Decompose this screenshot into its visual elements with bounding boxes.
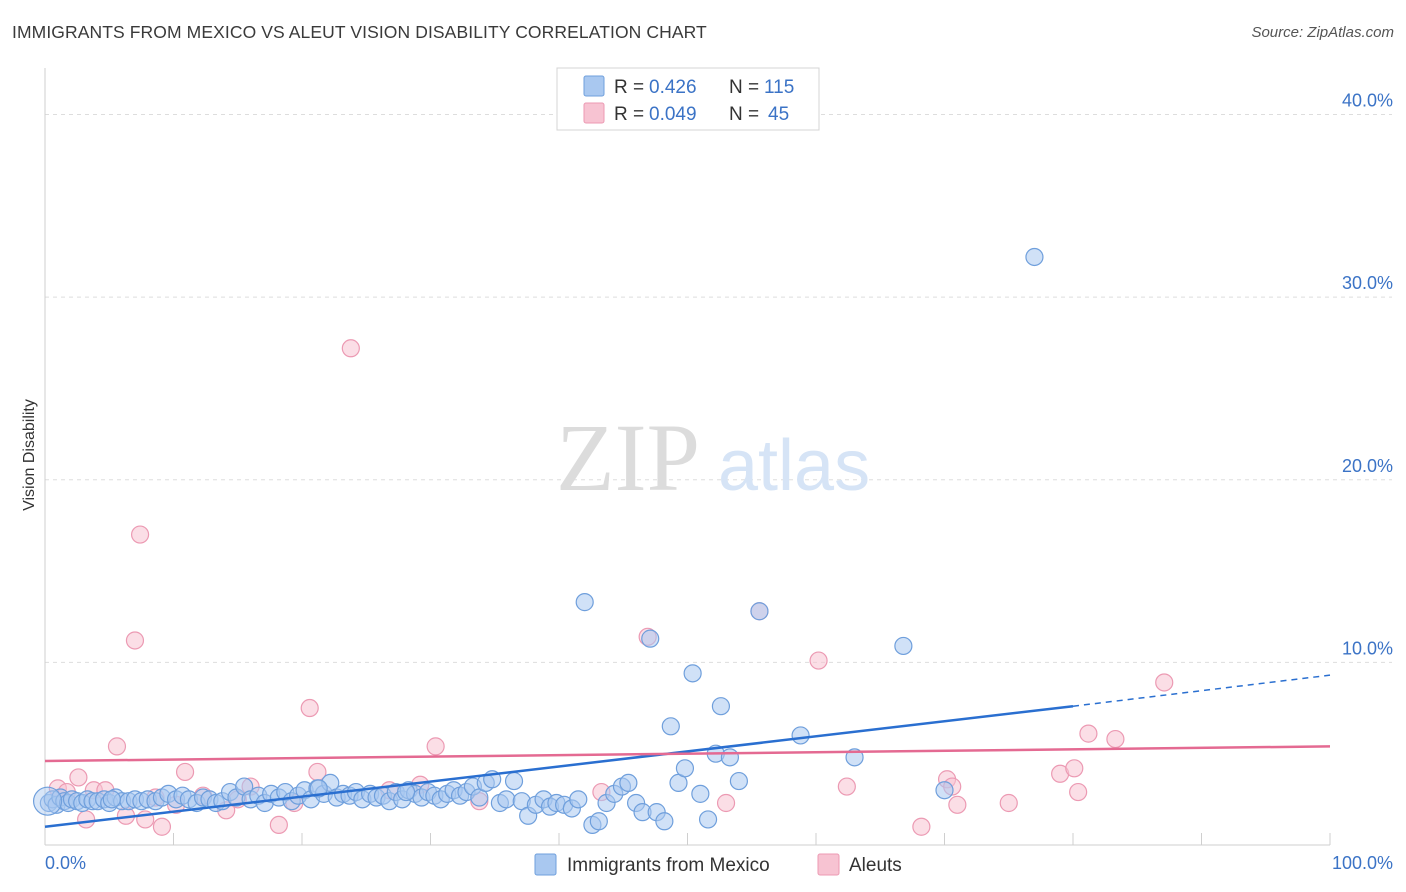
data-point-aleuts (716, 793, 736, 813)
data-point-aleuts (1106, 729, 1125, 749)
data-point-mexico (750, 602, 769, 621)
watermark-zip: ZIP (556, 404, 700, 511)
legend-n-label-aleuts: N = (729, 104, 759, 125)
data-point-aleuts (912, 817, 931, 836)
data-point-mexico (641, 629, 660, 648)
data-point-mexico (698, 810, 718, 829)
legend-swatch-mexico (583, 75, 605, 97)
y-tick-label: 40.0% (1342, 91, 1393, 111)
data-point-mexico (1025, 247, 1044, 267)
data-point-aleuts (1065, 759, 1084, 778)
data-point-aleuts (130, 525, 150, 544)
legend-r-value-aleuts: 0.049 (649, 104, 697, 125)
data-point-mexico (619, 773, 638, 793)
data-point-aleuts (125, 631, 145, 650)
legend-n-value-aleuts: 45 (768, 104, 789, 125)
legend-bottom-swatch-mexico (534, 853, 557, 876)
data-point-aleuts (77, 810, 96, 829)
watermark-atlas: atlas (718, 426, 870, 506)
trendline-mexico-extension (1072, 674, 1331, 707)
data-point-aleuts (837, 777, 856, 796)
legend-r-value-mexico: 0.426 (649, 77, 697, 98)
data-point-mexico (309, 779, 328, 798)
legend-top: R = 0.426 N = 115 R = 0.049 N = 45 (556, 67, 820, 131)
data-point-aleuts (107, 737, 127, 756)
data-point-mexico (497, 790, 516, 809)
data-point-aleuts (69, 768, 88, 787)
data-point-mexico (32, 786, 63, 816)
data-point-mexico (102, 790, 121, 809)
data-point-mexico (504, 771, 524, 791)
data-point-mexico (894, 636, 913, 656)
data-point-aleuts (300, 698, 319, 718)
source-label: Source: ZipAtlas.com (1251, 24, 1394, 41)
y-tick-label: 30.0% (1342, 273, 1393, 293)
data-point-aleuts (1079, 724, 1098, 743)
legend-n-value-mexico: 115 (764, 77, 794, 98)
data-point-aleuts (1155, 673, 1174, 692)
data-point-mexico (683, 664, 702, 683)
data-point-aleuts (1069, 782, 1088, 802)
data-point-mexico (589, 812, 608, 831)
y-tick-labels: 10.0% 20.0% 30.0% 40.0% (1342, 91, 1393, 659)
y-tick-label: 10.0% (1342, 638, 1393, 658)
data-point-mexico (655, 812, 674, 831)
data-point-aleuts (809, 651, 828, 670)
data-point-aleuts (426, 737, 445, 756)
x-tick-label: 100.0% (1332, 853, 1393, 873)
data-point-mexico (729, 771, 749, 791)
data-point-mexico (791, 726, 810, 745)
trendlines (44, 674, 1331, 828)
data-point-aleuts (948, 795, 967, 814)
data-point-mexico (675, 759, 695, 778)
legend-bottom: Immigrants from Mexico Aleuts (534, 853, 902, 876)
data-point-mexico (711, 697, 731, 716)
data-point-aleuts (269, 815, 288, 835)
zipatlas-watermark: ZIP atlas (556, 404, 870, 511)
trendline-aleuts (44, 745, 1331, 763)
data-point-mexico (569, 790, 588, 809)
legend-r-label-aleuts: R = (614, 104, 644, 125)
x-tick-labels: 0.0% 100.0% (45, 853, 1393, 873)
trendline-mexico (44, 704, 1074, 828)
gridlines (45, 114, 1392, 663)
data-point-aleuts (152, 817, 172, 836)
chart-title: IMMIGRANTS FROM MEXICO VS ALEUT VISION D… (12, 22, 707, 42)
axes (44, 68, 1331, 846)
x-tick-label: 0.0% (45, 853, 86, 873)
legend-r-label-mexico: R = (614, 77, 644, 98)
legend-n-label-mexico: N = (729, 77, 759, 98)
data-point-mexico (575, 593, 594, 612)
data-point-mexico (720, 748, 740, 767)
legend-swatch-aleuts (583, 102, 605, 124)
y-tick-label: 20.0% (1342, 456, 1393, 476)
legend-bottom-swatch-aleuts (817, 853, 840, 876)
legend-bottom-label-mexico: Immigrants from Mexico (567, 855, 770, 876)
data-point-aleuts (175, 762, 195, 782)
data-point-mexico (691, 784, 710, 803)
series-mexico-points (32, 247, 1044, 835)
data-point-aleuts (999, 793, 1018, 813)
y-axis-label: Vision Disability (21, 399, 38, 511)
data-point-aleuts (341, 339, 360, 358)
legend-bottom-label-aleuts: Aleuts (849, 855, 902, 876)
data-point-mexico (935, 781, 954, 800)
data-point-mexico (661, 717, 680, 736)
data-point-mexico (845, 748, 864, 767)
